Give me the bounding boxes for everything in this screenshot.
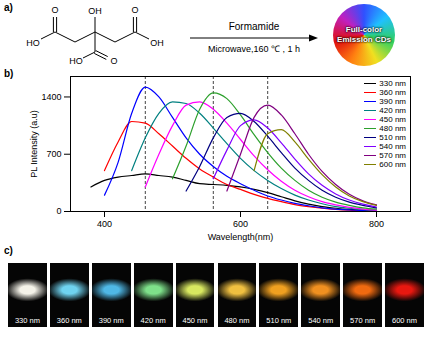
html-text:c): c) [4,245,13,256]
html-text:a): a) [4,2,13,13]
svg-text:400: 400 [97,219,112,229]
svg-text:800: 800 [369,219,384,229]
svg-text:PL Intensity (a.u): PL Intensity (a.u) [29,110,39,178]
html-text:570 nm: 570 nm [379,151,406,160]
html-text:480 nm: 480 nm [379,124,406,133]
svg-text:600: 600 [233,219,248,229]
svg-text:O: O [131,5,138,15]
html-text:330 nm: 330 nm [379,79,406,88]
html-text:510 nm: 510 nm [266,316,292,325]
html-text:420 nm: 420 nm [379,106,406,115]
svg-text:HO: HO [26,38,40,48]
svg-text:1400: 1400 [41,92,61,102]
svg-text:OH: OH [88,6,102,16]
html-text:420 nm: 420 nm [140,316,166,325]
html-text:480 nm: 480 nm [224,316,250,325]
svg-text:HO: HO [69,56,83,66]
html-text:600 nm: 600 nm [392,316,417,325]
html-text:540 nm: 540 nm [308,316,334,325]
svg-text:O: O [51,5,58,15]
html-text:b): b) [4,68,14,79]
html-text:600 nm: 600 nm [379,160,406,169]
svg-text:0: 0 [56,206,61,216]
html-text:Full-color: Full-color [345,25,383,34]
svg-text:O: O [110,56,117,66]
html-text:540 nm: 540 nm [379,142,406,151]
html-text:360 nm: 360 nm [56,316,82,325]
html-text:510 nm: 510 nm [379,133,406,142]
html-text:360 nm: 360 nm [379,88,406,97]
svg-text:Formamide: Formamide [229,21,280,32]
html-text:450 nm: 450 nm [379,115,406,124]
html-text:330 nm: 330 nm [14,316,40,325]
svg-text:Microwave,160 ℃ , 1 h: Microwave,160 ℃ , 1 h [208,44,300,54]
html-text:390 nm: 390 nm [379,97,406,106]
html-text:570 nm: 570 nm [350,316,376,325]
html-text:390 nm: 390 nm [98,316,124,325]
svg-text:700: 700 [46,149,61,159]
html-text:450 nm: 450 nm [182,316,208,325]
svg-text:OH: OH [150,38,164,48]
svg-text:Wavelength(nm): Wavelength(nm) [208,232,274,242]
html-text:Emission CDs: Emission CDs [337,35,391,44]
